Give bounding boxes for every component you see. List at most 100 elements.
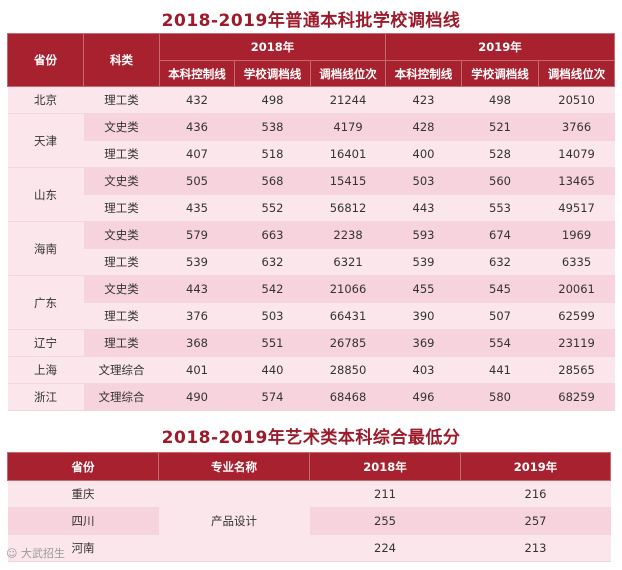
header-rank-2019: 调档线位次 bbox=[538, 60, 616, 87]
table-row: 理工类 435 552 56812 443 553 49517 bbox=[8, 194, 615, 222]
header-control-line-2019: 本科控制线 bbox=[385, 60, 463, 87]
header-rank-2018: 调档线位次 bbox=[309, 60, 387, 87]
category-cell: 理工类 bbox=[83, 329, 160, 357]
value-cell: 663 bbox=[234, 221, 311, 249]
value-cell: 553 bbox=[461, 194, 539, 222]
province-cell: 重庆 bbox=[7, 480, 159, 508]
value-cell: 23119 bbox=[538, 329, 615, 357]
province-cell: 北京 bbox=[7, 86, 84, 114]
value-cell: 28850 bbox=[310, 356, 386, 384]
value-cell: 432 bbox=[159, 86, 235, 114]
value-cell: 68468 bbox=[310, 383, 386, 411]
major-cell: 产品设计 bbox=[158, 480, 310, 562]
value-cell: 503 bbox=[234, 302, 311, 330]
header-province: 省份 bbox=[7, 452, 159, 481]
value-cell: 3766 bbox=[538, 113, 615, 141]
value-cell: 369 bbox=[385, 329, 462, 357]
province-cell: 山东 bbox=[7, 167, 84, 222]
value-cell: 538 bbox=[234, 113, 311, 141]
header-category: 科类 bbox=[83, 33, 160, 87]
value-cell: 579 bbox=[159, 221, 235, 249]
value-cell: 441 bbox=[461, 356, 539, 384]
value-cell: 539 bbox=[159, 248, 235, 276]
value-cell: 390 bbox=[385, 302, 462, 330]
category-cell: 文史类 bbox=[83, 113, 160, 141]
category-cell: 文理综合 bbox=[83, 356, 160, 384]
value-cell: 28565 bbox=[538, 356, 615, 384]
value-cell: 26785 bbox=[310, 329, 386, 357]
value-cell: 542 bbox=[234, 275, 311, 303]
value-cell: 66431 bbox=[310, 302, 386, 330]
value-cell: 257 bbox=[460, 507, 611, 535]
value-cell: 632 bbox=[234, 248, 311, 276]
value-cell: 21244 bbox=[310, 86, 386, 114]
value-cell: 554 bbox=[461, 329, 539, 357]
header-province: 省份 bbox=[7, 33, 84, 87]
value-cell: 490 bbox=[159, 383, 235, 411]
value-cell: 6335 bbox=[538, 248, 615, 276]
header-major: 专业名称 bbox=[158, 452, 310, 481]
value-cell: 496 bbox=[385, 383, 462, 411]
value-cell: 368 bbox=[159, 329, 235, 357]
watermark-logo-icon: ☺ bbox=[6, 547, 21, 560]
value-cell: 632 bbox=[461, 248, 539, 276]
value-cell: 407 bbox=[159, 140, 235, 168]
table-row: 理工类 407 518 16401 400 528 14079 bbox=[8, 140, 615, 168]
value-cell: 211 bbox=[309, 480, 461, 508]
value-cell: 528 bbox=[461, 140, 539, 168]
value-cell: 443 bbox=[385, 194, 462, 222]
province-cell: 广东 bbox=[7, 275, 84, 330]
category-cell: 文理综合 bbox=[83, 383, 160, 411]
category-cell: 理工类 bbox=[83, 194, 160, 222]
value-cell: 574 bbox=[234, 383, 311, 411]
value-cell: 428 bbox=[385, 113, 462, 141]
province-cell: 海南 bbox=[7, 221, 84, 276]
value-cell: 400 bbox=[385, 140, 462, 168]
header-year-2019: 2019年 bbox=[460, 452, 611, 481]
table-row: 辽宁 理工类 368 551 26785 369 554 23119 bbox=[7, 329, 615, 357]
value-cell: 505 bbox=[159, 167, 235, 195]
category-cell: 理工类 bbox=[83, 140, 160, 168]
value-cell: 20510 bbox=[538, 86, 615, 114]
value-cell: 568 bbox=[234, 167, 311, 195]
value-cell: 2238 bbox=[310, 221, 386, 249]
value-cell: 224 bbox=[309, 534, 461, 562]
value-cell: 21066 bbox=[310, 275, 386, 303]
category-cell: 理工类 bbox=[83, 248, 160, 276]
province-cell: 天津 bbox=[7, 113, 84, 168]
header-year-2018: 2018年 bbox=[158, 33, 387, 61]
value-cell: 551 bbox=[234, 329, 311, 357]
value-cell: 674 bbox=[461, 221, 539, 249]
header-school-line-2018: 学校调档线 bbox=[234, 60, 311, 87]
value-cell: 216 bbox=[460, 480, 611, 508]
header-year-2019: 2019年 bbox=[385, 33, 616, 61]
value-cell: 213 bbox=[460, 534, 611, 562]
value-cell: 521 bbox=[461, 113, 539, 141]
header-school-line-2019: 学校调档线 bbox=[461, 60, 540, 87]
value-cell: 498 bbox=[234, 86, 311, 114]
value-cell: 15415 bbox=[310, 167, 386, 195]
category-cell: 理工类 bbox=[83, 302, 160, 330]
province-cell: 河南 bbox=[7, 534, 159, 562]
value-cell: 545 bbox=[461, 275, 539, 303]
category-cell: 文史类 bbox=[83, 275, 160, 303]
value-cell: 20061 bbox=[538, 275, 615, 303]
value-cell: 435 bbox=[159, 194, 235, 222]
value-cell: 14079 bbox=[538, 140, 615, 168]
table-row: 天津 文史类 436 538 4179 428 521 3766 bbox=[7, 113, 615, 168]
value-cell: 539 bbox=[385, 248, 462, 276]
value-cell: 503 bbox=[385, 167, 462, 195]
table-row: 浙江 文理综合 490 574 68468 496 580 68259 bbox=[7, 383, 615, 411]
value-cell: 403 bbox=[385, 356, 462, 384]
table-row: 河南 224 213 bbox=[7, 534, 611, 562]
value-cell: 423 bbox=[385, 86, 462, 114]
value-cell: 498 bbox=[461, 86, 539, 114]
table-row: 北京 理工类 432 498 21244 423 498 20510 bbox=[7, 86, 615, 114]
value-cell: 49517 bbox=[538, 194, 615, 222]
table-row: 四川 255 257 bbox=[7, 507, 611, 535]
table1-title: 2018-2019年普通本科批学校调档线 bbox=[161, 11, 461, 31]
value-cell: 436 bbox=[159, 113, 235, 141]
value-cell: 1969 bbox=[538, 221, 615, 249]
table-row: 理工类 376 503 66431 390 507 62599 bbox=[8, 302, 615, 330]
value-cell: 62599 bbox=[538, 302, 615, 330]
